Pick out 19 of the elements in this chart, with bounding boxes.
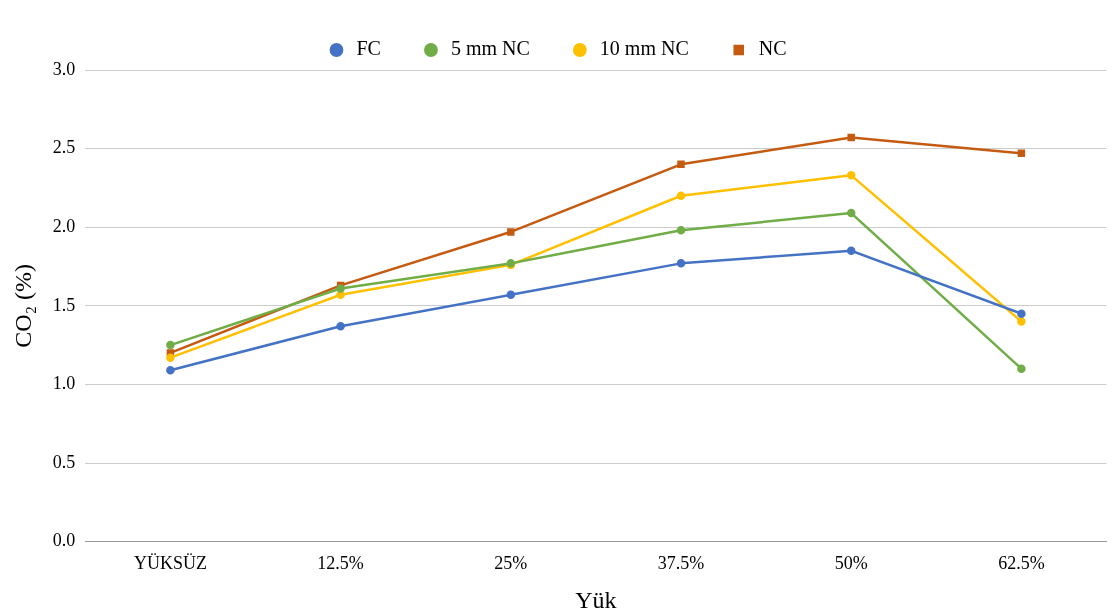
y-tick-label: 0.5 — [52, 451, 76, 472]
y-axis-title: CO₂ (%) — [9, 263, 36, 348]
x-tick-label: YÜKSÜZ — [133, 553, 207, 574]
legend-label: FC — [356, 37, 381, 60]
x-tick-label: 12.5% — [317, 553, 364, 574]
x-axis-title: Yük — [575, 586, 617, 613]
legend-label: 10 mm NC — [599, 37, 689, 60]
x-tick-label: 25% — [494, 553, 528, 574]
x-tick-label: 37.5% — [657, 553, 705, 574]
x-tick-label: 50% — [834, 553, 868, 574]
y-tick-label: 1.0 — [52, 373, 76, 394]
x-tick-label: 62.5% — [998, 553, 1045, 574]
y-tick-label: 2.0 — [52, 215, 76, 236]
y-tick-label: 0.0 — [52, 530, 76, 551]
legend-label: NC — [758, 37, 787, 60]
y-tick-label: 2.5 — [52, 137, 76, 158]
y-tick-label: 1.5 — [52, 294, 76, 315]
y-tick-label: 3.0 — [52, 58, 76, 79]
legend-label: 5 mm NC — [450, 37, 530, 60]
